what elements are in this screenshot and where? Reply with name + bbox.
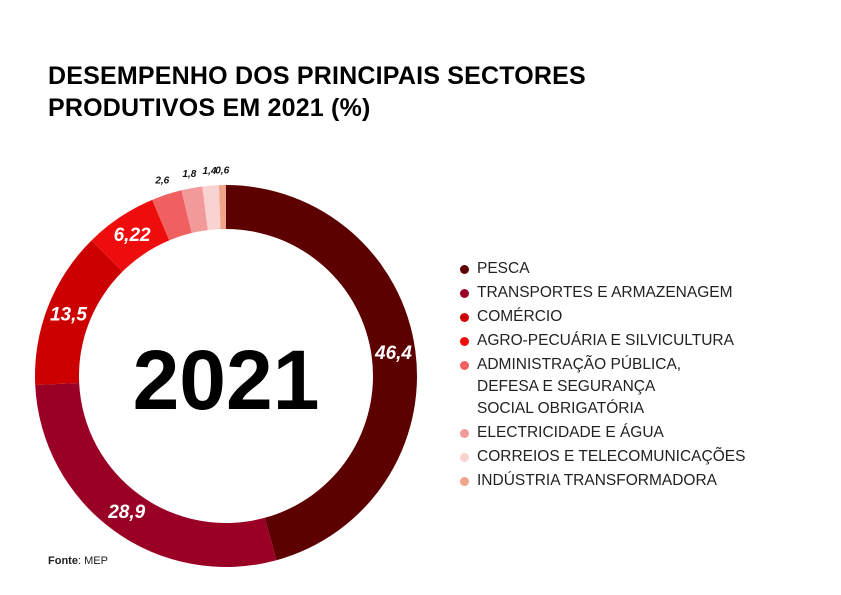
- legend-item: PESCA: [460, 259, 830, 280]
- legend-label: PESCA: [477, 260, 530, 277]
- legend-swatch: [460, 289, 469, 298]
- legend-swatch: [460, 265, 469, 274]
- source-label: Fonte: [48, 555, 78, 567]
- legend-swatch: [460, 361, 469, 370]
- slice-value-label-0: 46,4: [374, 343, 412, 364]
- legend-label: ADMINISTRAÇÃO PÚBLICA, DEFESA E SEGURANÇ…: [477, 356, 682, 417]
- legend-swatch: [460, 453, 469, 462]
- donut-slice-5: [181, 186, 208, 234]
- legend-swatch: [460, 337, 469, 346]
- chart-title: DESEMPENHO DOS PRINCIPAIS SECTORES PRODU…: [48, 60, 748, 124]
- slice-value-label-3: 6,22: [114, 225, 151, 246]
- legend-label: AGRO-PECUÁRIA E SILVICULTURA: [477, 332, 734, 349]
- chart-title-line-1: DESEMPENHO DOS PRINCIPAIS SECTORES: [48, 62, 586, 90]
- legend-label: ELECTRICIDADE E ÁGUA: [477, 424, 664, 441]
- legend-swatch: [460, 477, 469, 486]
- legend-swatch: [460, 429, 469, 438]
- source-value: : MEP: [77, 555, 108, 567]
- legend-label: CORREIOS E TELECOMUNICAÇÕES: [477, 448, 746, 465]
- donut-slice-6: [202, 185, 221, 231]
- source-note: Fonte: MEP: [48, 555, 108, 567]
- slice-value-label-1: 28,9: [107, 502, 145, 523]
- legend-swatch: [460, 313, 469, 322]
- chart-title-line-2: PRODUTIVOS EM 2021 (%): [48, 94, 371, 122]
- legend-label: INDÚSTRIA TRANSFORMADORA: [477, 472, 717, 489]
- legend-item: ELECTRICIDADE E ÁGUA: [460, 423, 830, 444]
- slice-value-label-4: 2,6: [154, 176, 169, 187]
- legend-item: TRANSPORTES E ARMAZENAGEM: [460, 283, 830, 304]
- slice-value-label-7: 0,6: [215, 166, 229, 177]
- donut-center-label: 2021: [133, 333, 320, 427]
- chart-legend: PESCA TRANSPORTES E ARMAZENAGEM COMÉRCIO A…: [460, 259, 830, 495]
- legend-label: TRANSPORTES E ARMAZENAGEM: [477, 284, 733, 301]
- donut-slice-3: [91, 199, 170, 272]
- slice-value-label-5: 1,8: [182, 169, 196, 180]
- slice-value-label-6: 1,4: [203, 166, 217, 177]
- legend-item: COMÉRCIO: [460, 307, 830, 328]
- legend-item: ADMINISTRAÇÃO PÚBLICA, DEFESA E SEGURANÇ…: [460, 355, 830, 420]
- legend-item: AGRO-PECUÁRIA E SILVICULTURA: [460, 331, 830, 352]
- donut-slice-4: [152, 190, 192, 241]
- slice-value-label-2: 13,5: [50, 304, 87, 325]
- donut-slice-7: [218, 185, 226, 230]
- donut-slice-1: [35, 382, 277, 567]
- donut-slice-0: [226, 185, 418, 561]
- legend-item: CORREIOS E TELECOMUNICAÇÕES: [460, 447, 830, 468]
- legend-item: INDÚSTRIA TRANSFORMADORA: [460, 471, 830, 492]
- legend-label: COMÉRCIO: [477, 308, 563, 325]
- donut-slice-2: [35, 240, 123, 386]
